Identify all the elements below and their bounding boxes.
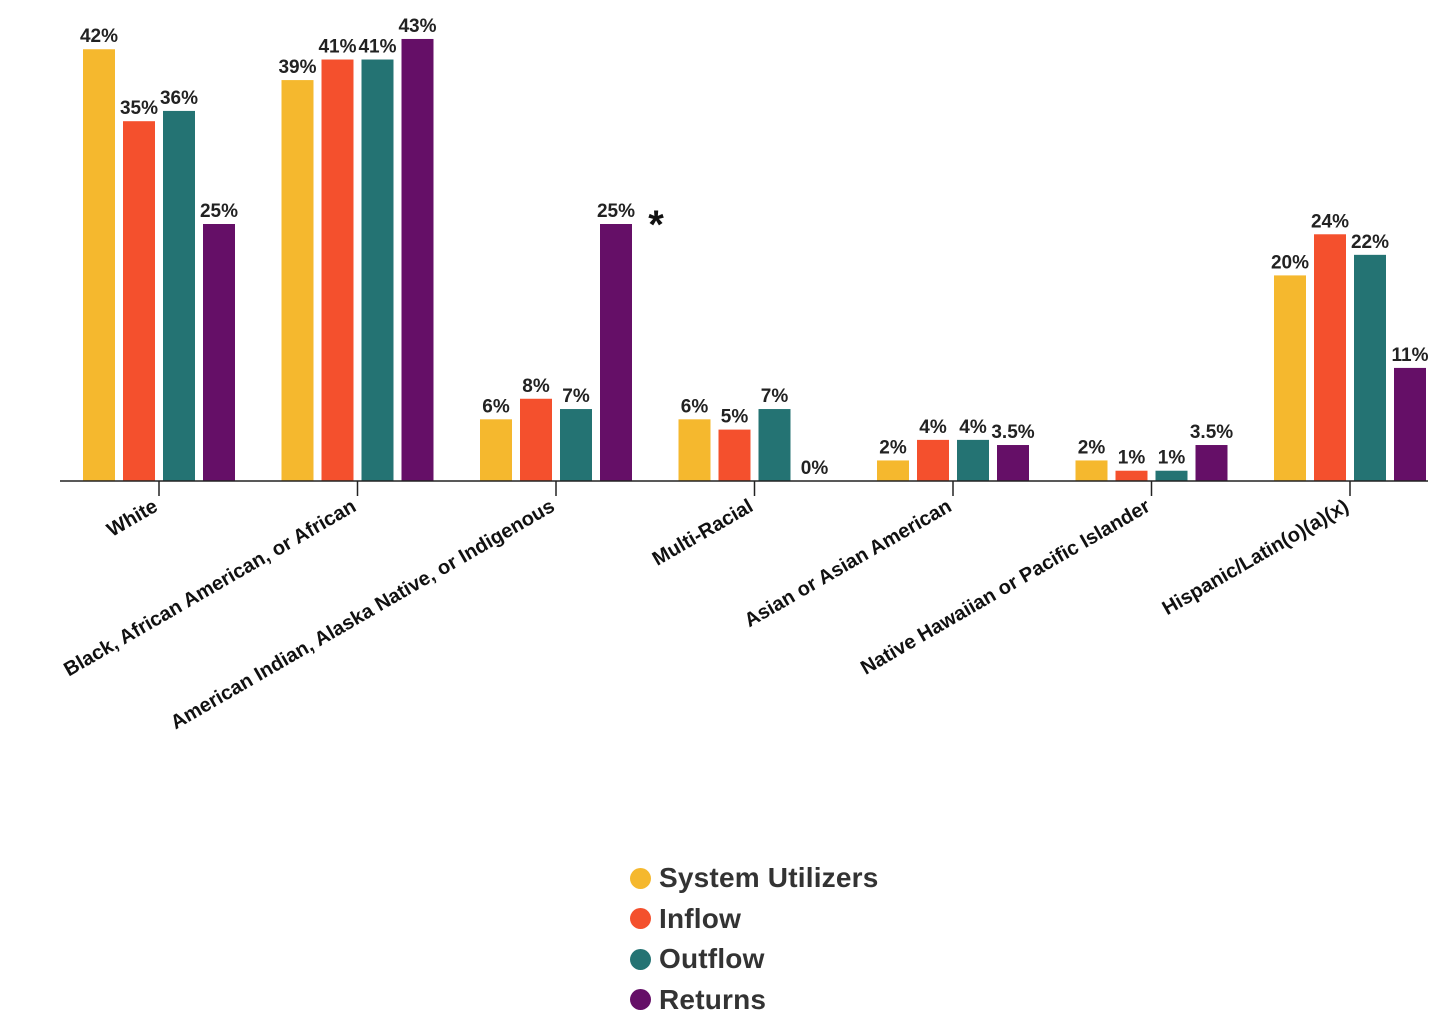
value-label-inflow-asian-or-asian-american: 4% bbox=[919, 417, 947, 438]
bar-outflow-multi-racial bbox=[759, 409, 791, 481]
value-label-inflow-multi-racial: 5% bbox=[721, 407, 749, 428]
bar-inflow-white bbox=[123, 121, 155, 481]
bar-outflow-american-indian-alaska-native-or-indigenous bbox=[560, 409, 592, 481]
bar-returns-native-hawaiian-or-pacific-islander bbox=[1196, 445, 1228, 481]
bar-returns-american-indian-alaska-native-or-indigenous bbox=[600, 224, 632, 481]
value-label-outflow-asian-or-asian-american: 4% bbox=[959, 417, 987, 438]
legend-label-outflow: Outflow bbox=[659, 943, 765, 975]
x-tick-label-asian-or-asian-american: Asian or Asian American bbox=[741, 495, 956, 632]
bar-returns-white bbox=[203, 224, 235, 481]
value-label-returns-asian-or-asian-american: 3.5% bbox=[991, 422, 1034, 443]
x-tick-label-white: White bbox=[103, 495, 161, 541]
bar-inflow-hispanic-latin-o-a-x bbox=[1314, 234, 1346, 481]
bar-system-utilizers-black-african-american-or-african bbox=[282, 80, 314, 481]
bar-inflow-black-african-american-or-african bbox=[322, 60, 354, 481]
legend-item-inflow: Inflow bbox=[630, 899, 879, 940]
value-label-outflow-native-hawaiian-or-pacific-islander: 1% bbox=[1158, 448, 1186, 469]
annotation-asterisk: * bbox=[648, 203, 664, 247]
value-label-inflow-native-hawaiian-or-pacific-islander: 1% bbox=[1118, 448, 1146, 469]
bar-inflow-native-hawaiian-or-pacific-islander bbox=[1116, 471, 1148, 481]
value-label-outflow-black-african-american-or-african: 41% bbox=[358, 37, 396, 58]
bar-inflow-american-indian-alaska-native-or-indigenous bbox=[520, 399, 552, 481]
value-label-outflow-american-indian-alaska-native-or-indigenous: 7% bbox=[562, 386, 590, 407]
bar-system-utilizers-asian-or-asian-american bbox=[877, 460, 909, 481]
bar-system-utilizers-native-hawaiian-or-pacific-islander bbox=[1076, 460, 1108, 481]
value-label-system-utilizers-asian-or-asian-american: 2% bbox=[879, 437, 907, 458]
value-label-system-utilizers-american-indian-alaska-native-or-indigenous: 6% bbox=[482, 396, 510, 417]
x-tick-label-hispanic-latin-o-a-x: Hispanic/Latin(o)(a)(x) bbox=[1159, 495, 1353, 620]
legend-label-system-utilizers: System Utilizers bbox=[659, 862, 879, 894]
legend-swatch-system-utilizers bbox=[630, 868, 651, 889]
bar-outflow-black-african-american-or-african bbox=[362, 60, 394, 481]
bar-outflow-white bbox=[163, 111, 195, 481]
bar-returns-hispanic-latin-o-a-x bbox=[1394, 368, 1426, 481]
value-label-system-utilizers-multi-racial: 6% bbox=[681, 396, 709, 417]
bar-outflow-native-hawaiian-or-pacific-islander bbox=[1156, 471, 1188, 481]
value-label-returns-hispanic-latin-o-a-x: 11% bbox=[1392, 345, 1429, 366]
value-label-inflow-white: 35% bbox=[120, 98, 158, 119]
legend-item-outflow: Outflow bbox=[630, 939, 879, 980]
value-label-returns-american-indian-alaska-native-or-indigenous: 25% bbox=[597, 201, 635, 222]
x-tick-label-multi-racial: Multi-Racial bbox=[649, 495, 757, 570]
bar-outflow-asian-or-asian-american bbox=[957, 440, 989, 481]
annotations-layer: * bbox=[648, 203, 664, 247]
bar-system-utilizers-american-indian-alaska-native-or-indigenous bbox=[480, 419, 512, 481]
value-label-inflow-hispanic-latin-o-a-x: 24% bbox=[1311, 211, 1349, 232]
value-label-inflow-black-african-american-or-african: 41% bbox=[318, 37, 356, 58]
bar-returns-asian-or-asian-american bbox=[997, 445, 1029, 481]
value-label-system-utilizers-black-african-american-or-african: 39% bbox=[278, 57, 316, 78]
value-label-system-utilizers-native-hawaiian-or-pacific-islander: 2% bbox=[1078, 437, 1106, 458]
legend-item-returns: Returns bbox=[630, 980, 879, 1020]
legend-swatch-inflow bbox=[630, 908, 651, 929]
legend-swatch-returns bbox=[630, 989, 651, 1010]
legend: System Utilizers Inflow Outflow Returns bbox=[630, 858, 879, 1020]
value-label-returns-white: 25% bbox=[200, 201, 238, 222]
legend-item-system-utilizers: System Utilizers bbox=[630, 858, 879, 899]
value-label-returns-black-african-american-or-african: 43% bbox=[398, 16, 436, 37]
value-label-system-utilizers-white: 42% bbox=[80, 26, 118, 47]
bar-system-utilizers-white bbox=[83, 49, 115, 481]
value-label-system-utilizers-hispanic-latin-o-a-x: 20% bbox=[1271, 252, 1309, 273]
value-label-returns-native-hawaiian-or-pacific-islander: 3.5% bbox=[1190, 422, 1233, 443]
legend-swatch-outflow bbox=[630, 949, 651, 970]
bar-inflow-multi-racial bbox=[719, 430, 751, 481]
value-label-inflow-american-indian-alaska-native-or-indigenous: 8% bbox=[522, 376, 550, 397]
bar-outflow-hispanic-latin-o-a-x bbox=[1354, 255, 1386, 481]
value-label-outflow-multi-racial: 7% bbox=[761, 386, 789, 407]
bar-system-utilizers-hispanic-latin-o-a-x bbox=[1274, 275, 1306, 481]
legend-label-inflow: Inflow bbox=[659, 903, 741, 935]
x-tick-label-american-indian-alaska-native-or-indigenous: American Indian, Alaska Native, or Indig… bbox=[167, 495, 559, 734]
bar-returns-black-african-american-or-african bbox=[402, 39, 434, 481]
value-label-outflow-white: 36% bbox=[160, 88, 198, 109]
value-label-outflow-hispanic-latin-o-a-x: 22% bbox=[1351, 232, 1389, 253]
value-label-returns-multi-racial: 0% bbox=[801, 458, 829, 479]
bar-chart: 42%35%36%25%39%41%41%43%6%8%7%25%6%5%7%0… bbox=[0, 0, 1431, 850]
bars-layer bbox=[83, 39, 1426, 481]
bar-inflow-asian-or-asian-american bbox=[917, 440, 949, 481]
bar-system-utilizers-multi-racial bbox=[679, 419, 711, 481]
x-axis-ticks bbox=[159, 481, 1350, 496]
